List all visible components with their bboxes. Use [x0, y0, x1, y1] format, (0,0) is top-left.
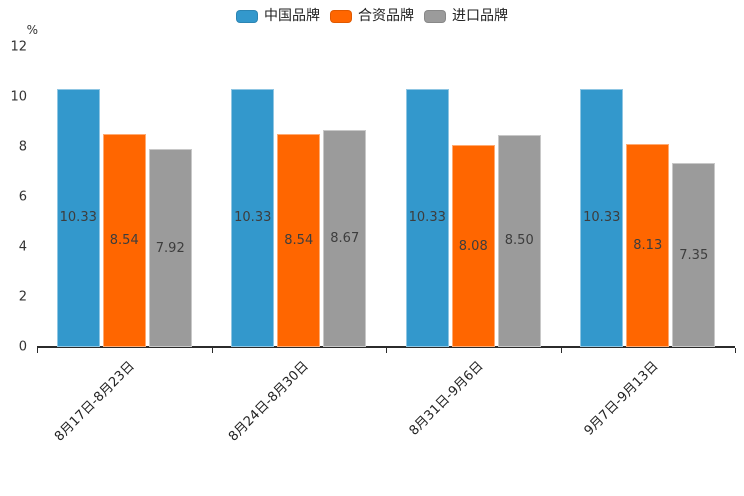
legend-label: 中国品牌: [264, 8, 320, 24]
bar-value-label: 10.33: [59, 210, 97, 226]
bar-value-label: 8.13: [633, 237, 663, 253]
y-tick-label: 8: [18, 139, 27, 155]
bar-value-label: 8.50: [504, 233, 534, 249]
x-axis-tick: [37, 348, 38, 353]
legend-swatch-icon: [236, 9, 258, 23]
legend-label: 进口品牌: [452, 8, 508, 24]
x-axis-tick: [211, 348, 213, 353]
y-tick-label: 12: [10, 39, 27, 55]
bar-series-1-group-0: 8.54: [102, 133, 146, 347]
x-axis-tick: [386, 348, 387, 353]
legend-item-1: 合资品牌: [330, 8, 414, 24]
chart-legend: 中国品牌 合资品牌 进口品牌: [0, 8, 744, 24]
legend-swatch-icon: [330, 9, 352, 23]
legend-item-2: 进口品牌: [424, 8, 508, 24]
x-category-label: 8月17日-8月23日: [51, 358, 138, 445]
bar-series-1-group-2: 8.08: [451, 145, 495, 347]
bar-value-label: 7.92: [155, 240, 185, 256]
legend-item-0: 中国品牌: [236, 8, 320, 24]
bar-series-0-group-1: 10.33: [231, 88, 275, 347]
bar-series-2-group-3: 7.35: [672, 163, 716, 347]
x-axis-tick: [735, 348, 736, 353]
bar-value-label: 8.08: [458, 238, 488, 254]
bar-value-label: 8.54: [284, 232, 314, 248]
x-axis-tick: [560, 348, 562, 353]
bar-value-label: 7.35: [679, 247, 709, 263]
y-tick-label: 0: [18, 339, 27, 355]
bar-value-label: 10.33: [583, 210, 621, 226]
bar-series-2-group-1: 8.67: [323, 130, 367, 347]
y-axis-unit-label: %: [26, 23, 38, 37]
bar-series-0-group-2: 10.33: [405, 88, 449, 347]
legend-label: 合资品牌: [358, 8, 414, 24]
x-category-label: 8月31日-9月6日: [406, 358, 487, 439]
y-tick-label: 10: [10, 89, 27, 105]
bar-value-label: 10.33: [408, 210, 446, 226]
bar-value-label: 10.33: [234, 210, 272, 226]
bar-series-1-group-3: 8.13: [626, 143, 670, 347]
y-tick-label: 4: [18, 239, 27, 255]
x-axis-line: [37, 346, 735, 348]
bar-series-0-group-3: 10.33: [580, 88, 624, 347]
x-category-label: 9月7日-9月13日: [581, 358, 662, 439]
bar-value-label: 8.54: [109, 232, 139, 248]
bar-value-label: 8.67: [330, 231, 360, 247]
bar-series-0-group-0: 10.33: [56, 88, 100, 347]
y-tick-label: 6: [18, 189, 27, 205]
bar-series-2-group-0: 7.92: [148, 149, 192, 347]
bar-series-1-group-1: 8.54: [277, 133, 321, 347]
bar-series-2-group-2: 8.50: [497, 134, 541, 347]
legend-swatch-icon: [424, 9, 446, 23]
y-tick-label: 2: [18, 289, 27, 305]
x-category-label: 8月24日-8月30日: [226, 358, 313, 445]
